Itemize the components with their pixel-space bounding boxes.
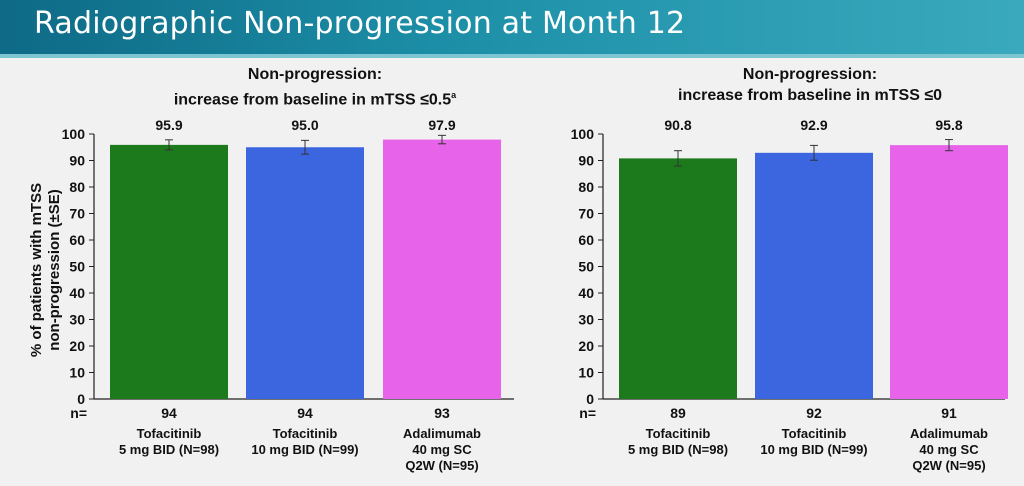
right-category-label-3: Adalimumab: [910, 426, 988, 441]
left-y-tick-label: 20: [69, 338, 85, 354]
footnote-marker: a: [451, 90, 457, 100]
right-category-label-1: 5 mg BID (N=98): [628, 442, 728, 457]
right-n-label: n=: [579, 405, 596, 421]
right-panel-title-line1: Non-progression:: [742, 66, 878, 83]
left-category-label-2: Tofacitinib: [273, 426, 338, 441]
right-n-value-1: 89: [670, 405, 686, 421]
left-data-label-1: 95.9: [155, 117, 182, 133]
right-y-tick-label: 80: [578, 179, 594, 195]
left-y-tick-label: 60: [69, 232, 85, 248]
right-y-tick-label: 40: [578, 285, 594, 301]
slide-header: Radiographic Non-progression at Month 12: [0, 0, 1024, 54]
left-category-label-2: 10 mg BID (N=99): [251, 442, 358, 457]
right-y-tick-label: 70: [578, 206, 594, 222]
left-panel-title: Non-progression: increase from baseline …: [120, 64, 510, 110]
left-y-tick-label: 50: [69, 259, 85, 275]
left-y-tick-label: 30: [69, 312, 85, 328]
right-data-label-1: 90.8: [664, 117, 691, 133]
right-n-value-2: 92: [806, 405, 822, 421]
left-bar-2: [246, 147, 364, 399]
right-panel-title: Non-progression: increase from baseline …: [620, 64, 1000, 106]
right-y-tick-label: 10: [578, 365, 594, 381]
left-panel-title-line1: Non-progression:: [247, 66, 383, 83]
left-n-value-2: 94: [297, 405, 313, 421]
right-category-label-3: 40 mg SC: [919, 442, 979, 457]
right-category-label-2: 10 mg BID (N=99): [760, 442, 867, 457]
left-bar-3: [383, 139, 501, 399]
left-y-tick-label: 40: [69, 285, 85, 301]
right-bar-1: [619, 158, 737, 399]
left-category-label-1: 5 mg BID (N=98): [119, 442, 219, 457]
right-bar-2: [755, 152, 873, 399]
left-category-label-3: Adalimumab: [403, 426, 481, 441]
right-y-tick-label: 20: [578, 338, 594, 354]
left-data-label-2: 95.0: [291, 117, 318, 133]
left-y-tick-label: 80: [69, 179, 85, 195]
right-y-tick-label: 90: [578, 153, 594, 169]
right-category-label-1: Tofacitinib: [646, 426, 711, 441]
right-n-value-3: 91: [941, 405, 957, 421]
left-y-tick-label: 0: [77, 391, 85, 407]
right-y-tick-label: 60: [578, 232, 594, 248]
left-category-label-1: Tofacitinib: [137, 426, 202, 441]
right-data-label-3: 95.8: [935, 117, 962, 133]
right-data-label-2: 92.9: [800, 117, 827, 133]
right-y-tick-label: 100: [571, 126, 595, 142]
right-y-tick-label: 0: [586, 391, 594, 407]
left-bar-1: [110, 144, 228, 399]
left-category-label-3: Q2W (N=95): [405, 458, 478, 473]
left-y-tick-label: 10: [69, 365, 85, 381]
right-bar-3: [890, 145, 1008, 399]
header-divider: [0, 54, 1024, 58]
left-y-tick-label: 90: [69, 153, 85, 169]
right-panel-title-line2: increase from baseline in mTSS ≤0: [678, 87, 942, 104]
left-category-label-3: 40 mg SC: [412, 442, 472, 457]
left-y-tick-label: 100: [62, 126, 86, 142]
left-n-value-3: 93: [434, 405, 450, 421]
left-panel-title-line2: increase from baseline in mTSS ≤0.5a: [173, 90, 457, 109]
right-y-tick-label: 30: [578, 312, 594, 328]
left-data-label-3: 97.9: [428, 117, 455, 133]
left-n-value-1: 94: [161, 405, 177, 421]
left-y-tick-label: 70: [69, 206, 85, 222]
left-n-label: n=: [70, 405, 87, 421]
right-y-tick-label: 50: [578, 259, 594, 275]
right-category-label-2: Tofacitinib: [782, 426, 847, 441]
slide-title: Radiographic Non-progression at Month 12: [34, 6, 686, 41]
right-category-label-3: Q2W (N=95): [912, 458, 985, 473]
